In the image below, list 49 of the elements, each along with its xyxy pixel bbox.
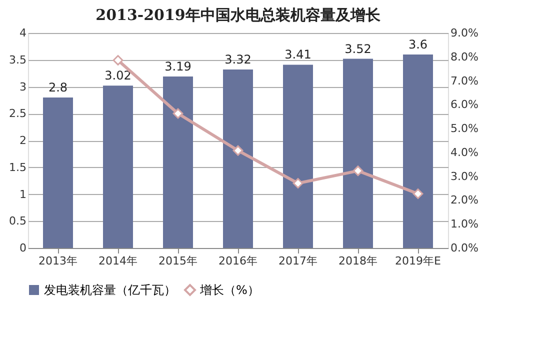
y2-tick-label: 7.0%	[450, 74, 478, 88]
y2-tick-label: 4.0%	[450, 146, 478, 159]
data-label: 2.8	[48, 80, 68, 94]
bar	[223, 70, 253, 248]
y-tick-label: 3.5	[9, 53, 26, 66]
y2-tick-label: 8.0%	[450, 50, 478, 64]
y2-tick-label: 1.0%	[450, 218, 478, 231]
data-label: 3.6	[408, 38, 428, 52]
y2-tick-label: 9.0%	[450, 26, 478, 40]
chart-title: 2013-2019年中国水电总装机容量及增长	[96, 6, 382, 24]
data-label: 3.32	[224, 52, 252, 67]
y2-tick-label: 5.0%	[450, 122, 478, 136]
x-tick-label: 2018年	[338, 254, 378, 268]
y-tick-label: 2	[20, 134, 26, 147]
x-tick-label: 2016年	[218, 254, 258, 268]
y2-tick-label: 6.0%	[450, 98, 478, 112]
point	[412, 188, 424, 199]
x-tick-label: 2014年	[98, 254, 138, 268]
x-tick-label: 2017年	[278, 254, 318, 268]
x-tick-label: 2013年	[38, 254, 78, 268]
bar	[283, 64, 313, 248]
y2-tick-label: 3.0%	[450, 170, 478, 183]
y2-tick-label: 2.0%	[450, 194, 478, 207]
point	[292, 178, 304, 188]
point	[232, 145, 244, 156]
y2-tick-label: 0.0%	[450, 242, 478, 254]
point	[172, 108, 184, 119]
data-label: 3.52	[344, 42, 372, 56]
bar	[103, 86, 133, 248]
point	[112, 55, 124, 66]
legend-label: 发电装机容量（亿千瓦）	[44, 283, 176, 297]
legend-label: 增长（%）	[199, 283, 260, 297]
bar	[343, 58, 373, 248]
data-label: 3.41	[284, 48, 312, 62]
bar	[403, 54, 433, 248]
bar	[163, 76, 193, 248]
x-tick-label: 2019年E	[395, 254, 442, 268]
y-tick-label: 0	[20, 242, 26, 254]
y-tick-label: 2.5	[9, 107, 26, 120]
data-label: 3.19	[164, 60, 192, 74]
y-tick-label: 0.5	[9, 214, 26, 228]
x-tick-label: 2015年	[158, 254, 198, 268]
point	[352, 166, 364, 176]
y-tick-label: 1.5	[9, 160, 26, 174]
y-tick-label: 1	[20, 188, 26, 201]
y-tick-label: 4	[20, 26, 26, 40]
y-tick-label: 3	[20, 80, 26, 94]
bar	[43, 98, 73, 248]
data-label: 3.02	[104, 68, 132, 83]
